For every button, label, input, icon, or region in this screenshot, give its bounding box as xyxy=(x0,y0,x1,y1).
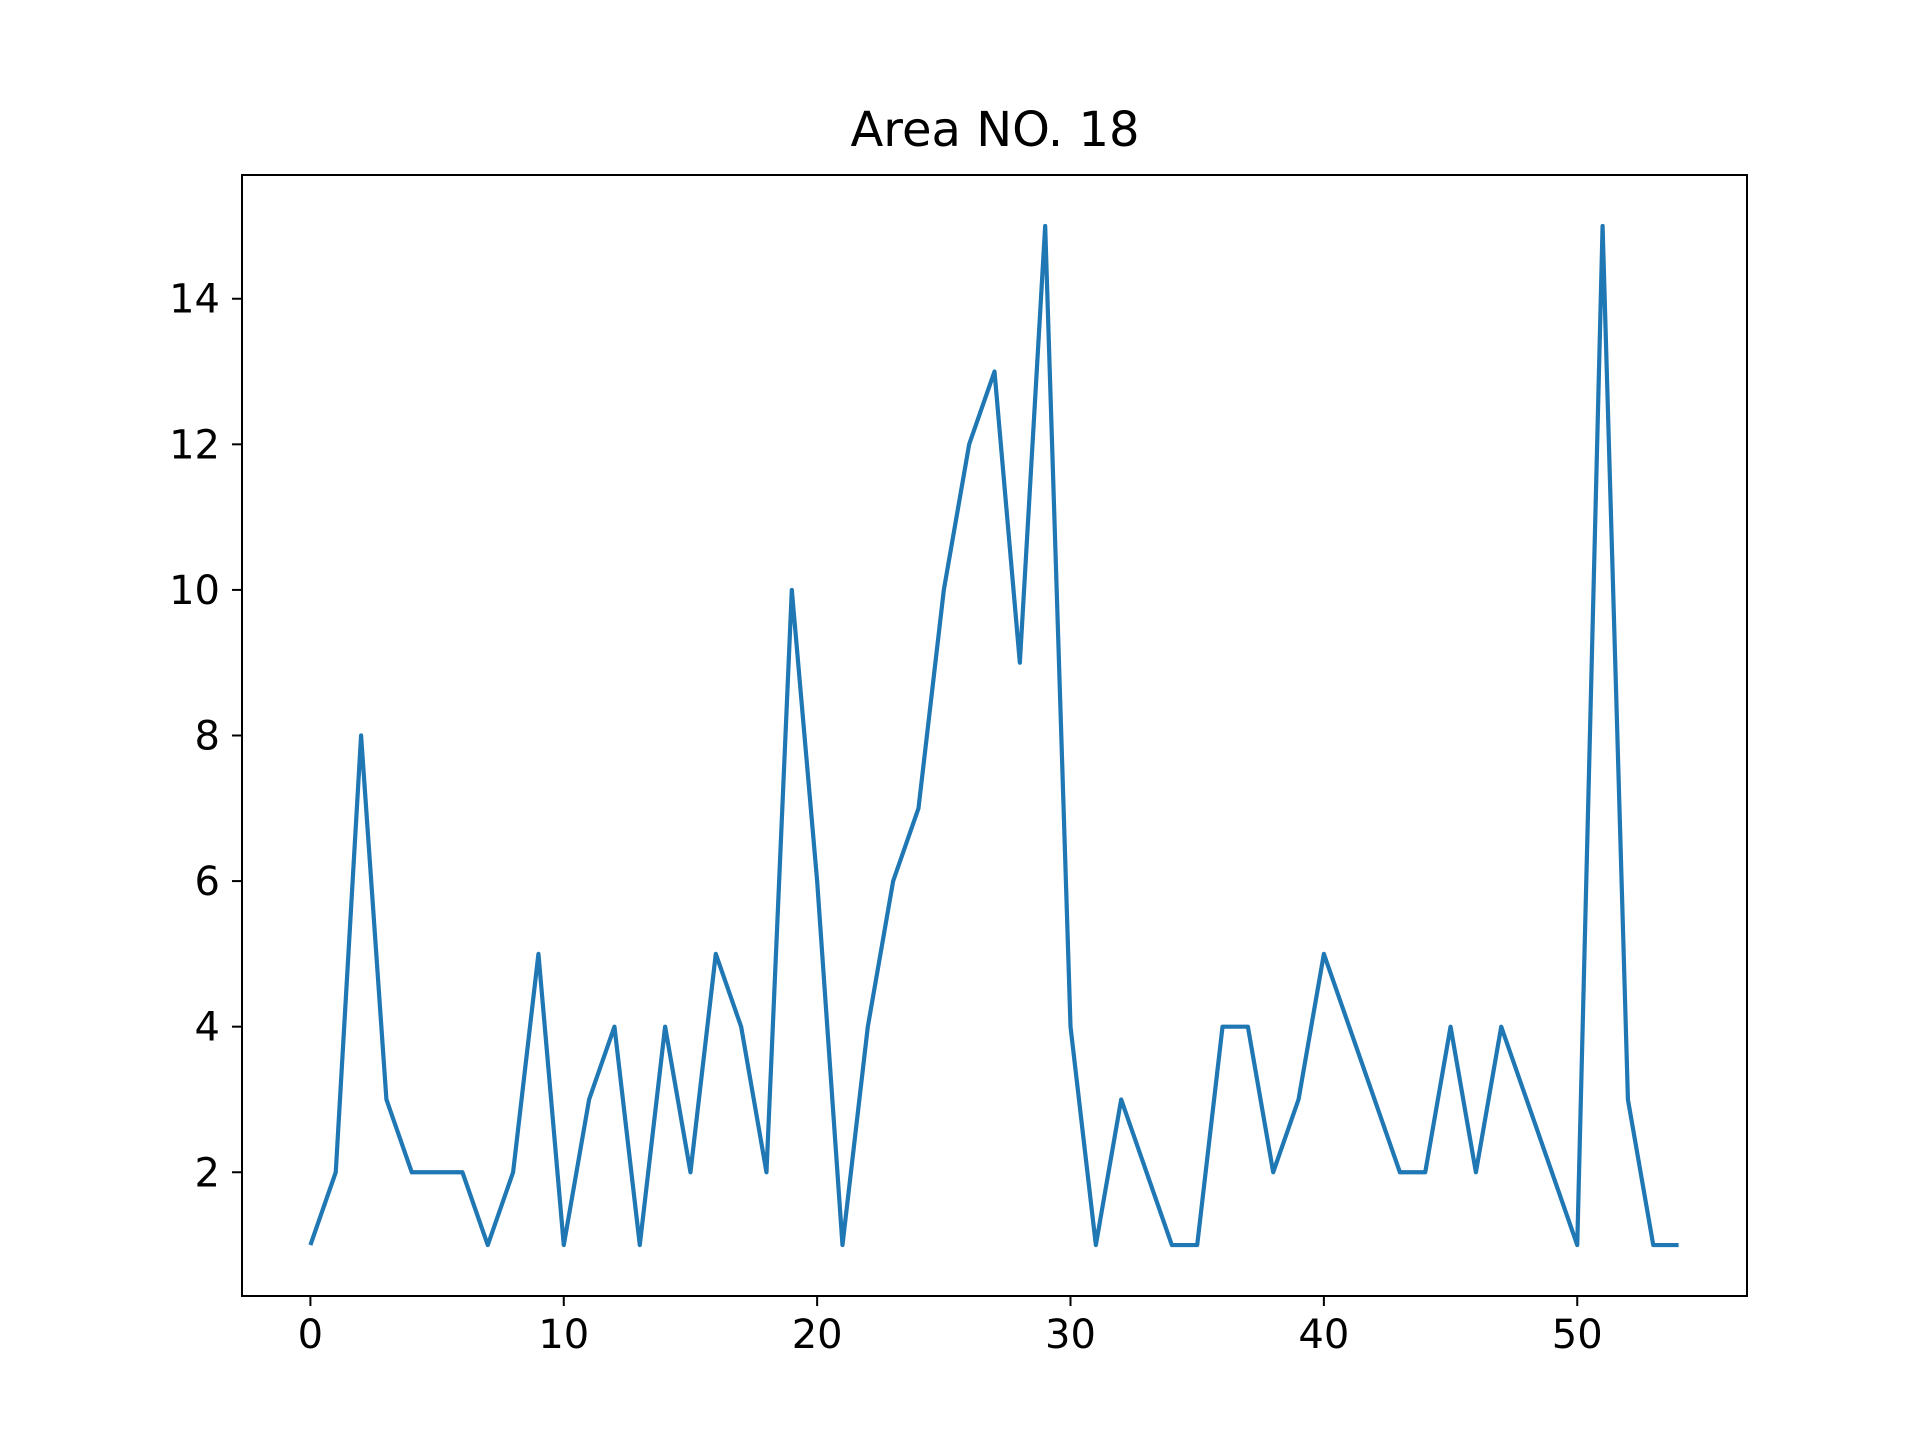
y-tick-label: 10 xyxy=(169,568,220,614)
y-tick-label: 2 xyxy=(195,1150,220,1196)
axes-frame xyxy=(241,174,1748,1297)
x-tick-label: 0 xyxy=(298,1312,323,1358)
y-tick-label: 8 xyxy=(195,714,220,760)
y-tick-label: 6 xyxy=(195,859,220,905)
y-tick-label: 12 xyxy=(169,422,220,468)
x-tick-label: 50 xyxy=(1552,1312,1603,1358)
x-tick-label: 30 xyxy=(1045,1312,1096,1358)
x-tick-label: 10 xyxy=(538,1312,589,1358)
plot-area: 0 10 20 30 40 50 2 4 6 8 10 12 14 xyxy=(169,174,1748,1358)
x-tick-label: 40 xyxy=(1298,1312,1349,1358)
x-tick-label: 20 xyxy=(792,1312,843,1358)
y-tick-label: 14 xyxy=(169,277,220,323)
y-tick-label: 4 xyxy=(195,1005,220,1051)
series-line-0 xyxy=(308,223,1679,1248)
chart-title: Area NO. 18 xyxy=(850,102,1139,158)
